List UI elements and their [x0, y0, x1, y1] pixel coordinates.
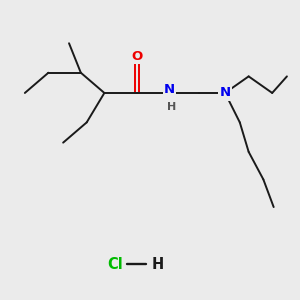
- Text: O: O: [131, 50, 142, 63]
- Text: H: H: [151, 256, 164, 272]
- Text: Cl: Cl: [107, 256, 122, 272]
- Text: H: H: [167, 102, 176, 112]
- Text: N: N: [164, 83, 175, 96]
- Text: N: N: [220, 86, 231, 100]
